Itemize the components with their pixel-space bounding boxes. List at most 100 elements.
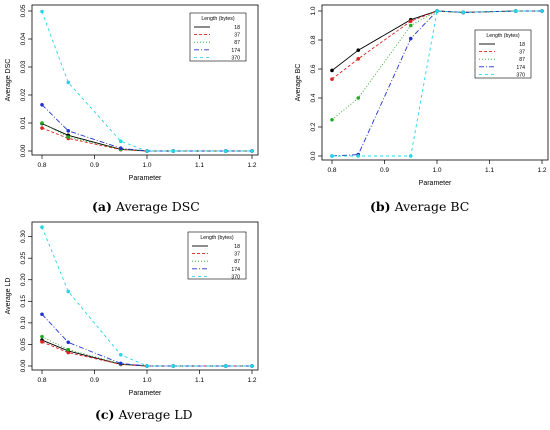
- y-axis-label: Average DSC: [5, 59, 12, 102]
- plot-frame: [321, 4, 549, 161]
- data-point-370: [118, 139, 123, 143]
- y-tick-label: 0.00: [20, 144, 27, 157]
- data-point-370: [40, 9, 44, 14]
- x-tick-label: 1.1: [195, 162, 204, 169]
- x-tick-label: 1.1: [485, 167, 494, 174]
- plot-frame: [31, 221, 259, 371]
- legend-entry-18: 18: [519, 42, 525, 48]
- data-point-370: [356, 154, 361, 158]
- data-point-370: [171, 364, 176, 368]
- caption-a-text: Average DSC: [115, 199, 200, 214]
- caption-c-letter: (c): [95, 407, 115, 422]
- data-point-370: [223, 364, 228, 368]
- y-tick-label: 0.30: [20, 230, 27, 243]
- y-tick-label: 0.02: [20, 88, 27, 101]
- x-tick-label: 1.2: [537, 167, 546, 174]
- data-point-174: [40, 103, 44, 107]
- y-tick-label: 1.0: [310, 6, 317, 15]
- legend-entry-87: 87: [234, 40, 240, 46]
- data-point-174: [66, 340, 71, 345]
- y-tick-label: 0.04: [20, 32, 27, 45]
- y-tick-label: 0.10: [20, 316, 27, 329]
- legend-entry-18: 18: [234, 25, 240, 31]
- legend-entry-87: 87: [519, 57, 525, 63]
- y-tick-label: 0.05: [20, 338, 27, 351]
- chart-panel-2: 0.0 0.2 0.4 0.6 0.8 1.0 0.8 0.9 1.0 1.1 1.2 Paramet…: [295, 4, 549, 187]
- legend-box: [474, 29, 532, 79]
- series-line-18: [41, 123, 252, 152]
- y-tick-label: 0.6: [310, 64, 317, 73]
- series-line-37: [41, 341, 252, 367]
- x-tick-label: 0.9: [380, 167, 389, 174]
- legend-entry-174: 174: [231, 48, 240, 54]
- series-line-37: [41, 127, 252, 152]
- x-tick-label: 0.9: [90, 162, 99, 169]
- x-axis-label: Parameter: [129, 390, 162, 397]
- legend-entry-174: 174: [516, 65, 525, 71]
- legend-box: [189, 12, 247, 62]
- legend-title: Length (bytes): [201, 16, 234, 22]
- data-point-37: [356, 57, 361, 61]
- data-point-87: [408, 23, 413, 28]
- y-axis-label: Average BC: [295, 64, 302, 102]
- y-tick-label: 0.8: [310, 35, 317, 44]
- data-point-37: [40, 126, 44, 130]
- data-point-87: [356, 96, 361, 100]
- x-tick-label: 1.0: [142, 377, 151, 384]
- y-tick-label: 0.05: [20, 4, 27, 17]
- y-tick-label: 0.03: [20, 60, 27, 73]
- data-point-370: [145, 149, 149, 153]
- data-point-87: [66, 135, 71, 139]
- data-point-370: [223, 149, 228, 153]
- series-line-174: [41, 104, 252, 152]
- data-point-174: [66, 129, 71, 133]
- data-point-37: [408, 19, 413, 23]
- data-point-370: [540, 9, 544, 13]
- caption-b: (b) Average BC: [370, 199, 469, 214]
- caption-a: (a) Average DSC: [92, 199, 200, 214]
- legend-entry-37: 37: [234, 33, 240, 39]
- y-tick-label: 0.01: [20, 116, 27, 129]
- caption-c: (c) Average LD: [95, 407, 193, 422]
- legend-entry-370: 370: [231, 55, 240, 61]
- x-tick-label: 1.2: [247, 377, 256, 384]
- legend-entry-174: 174: [231, 267, 240, 273]
- data-point-370: [330, 154, 334, 158]
- x-axis-label: Parameter: [419, 180, 452, 187]
- data-point-370: [250, 149, 254, 153]
- data-point-18: [356, 48, 361, 52]
- y-tick-label: 0.00: [20, 359, 27, 372]
- y-tick-label: 0.4: [310, 93, 317, 102]
- data-point-37: [40, 340, 44, 344]
- legend-entry-370: 370: [516, 72, 525, 78]
- data-point-87: [66, 347, 71, 352]
- data-point-174: [40, 312, 44, 317]
- caption-b-text: Average BC: [394, 199, 470, 214]
- chart-panel-3: 0.00 0.05 0.10 0.15 0.20 0.25 0.30 0.8 0.9 1.0 1.1…: [5, 221, 259, 397]
- legend-entry-37: 37: [234, 252, 240, 258]
- y-tick-label: 0.20: [20, 273, 27, 286]
- legend-box: [187, 231, 247, 280]
- data-point-37: [66, 350, 71, 355]
- data-point-370: [250, 364, 254, 368]
- legend-entry-37: 37: [519, 50, 525, 56]
- data-point-18: [330, 68, 334, 73]
- y-tick-label: 0.15: [20, 295, 27, 308]
- data-point-370: [118, 352, 123, 357]
- x-tick-label: 0.9: [90, 377, 99, 384]
- data-point-174: [408, 36, 413, 41]
- data-point-87: [40, 334, 44, 339]
- data-point-87: [330, 117, 334, 122]
- data-point-370: [408, 154, 413, 158]
- data-point-174: [118, 361, 123, 366]
- y-axis-label: Average LD: [5, 278, 12, 315]
- data-point-370: [513, 9, 518, 13]
- data-point-370: [66, 289, 71, 294]
- y-tick-label: 0.2: [310, 122, 317, 131]
- x-tick-label: 1.2: [247, 162, 256, 169]
- plot-frame: [31, 4, 259, 156]
- legend-entry-370: 370: [231, 274, 240, 280]
